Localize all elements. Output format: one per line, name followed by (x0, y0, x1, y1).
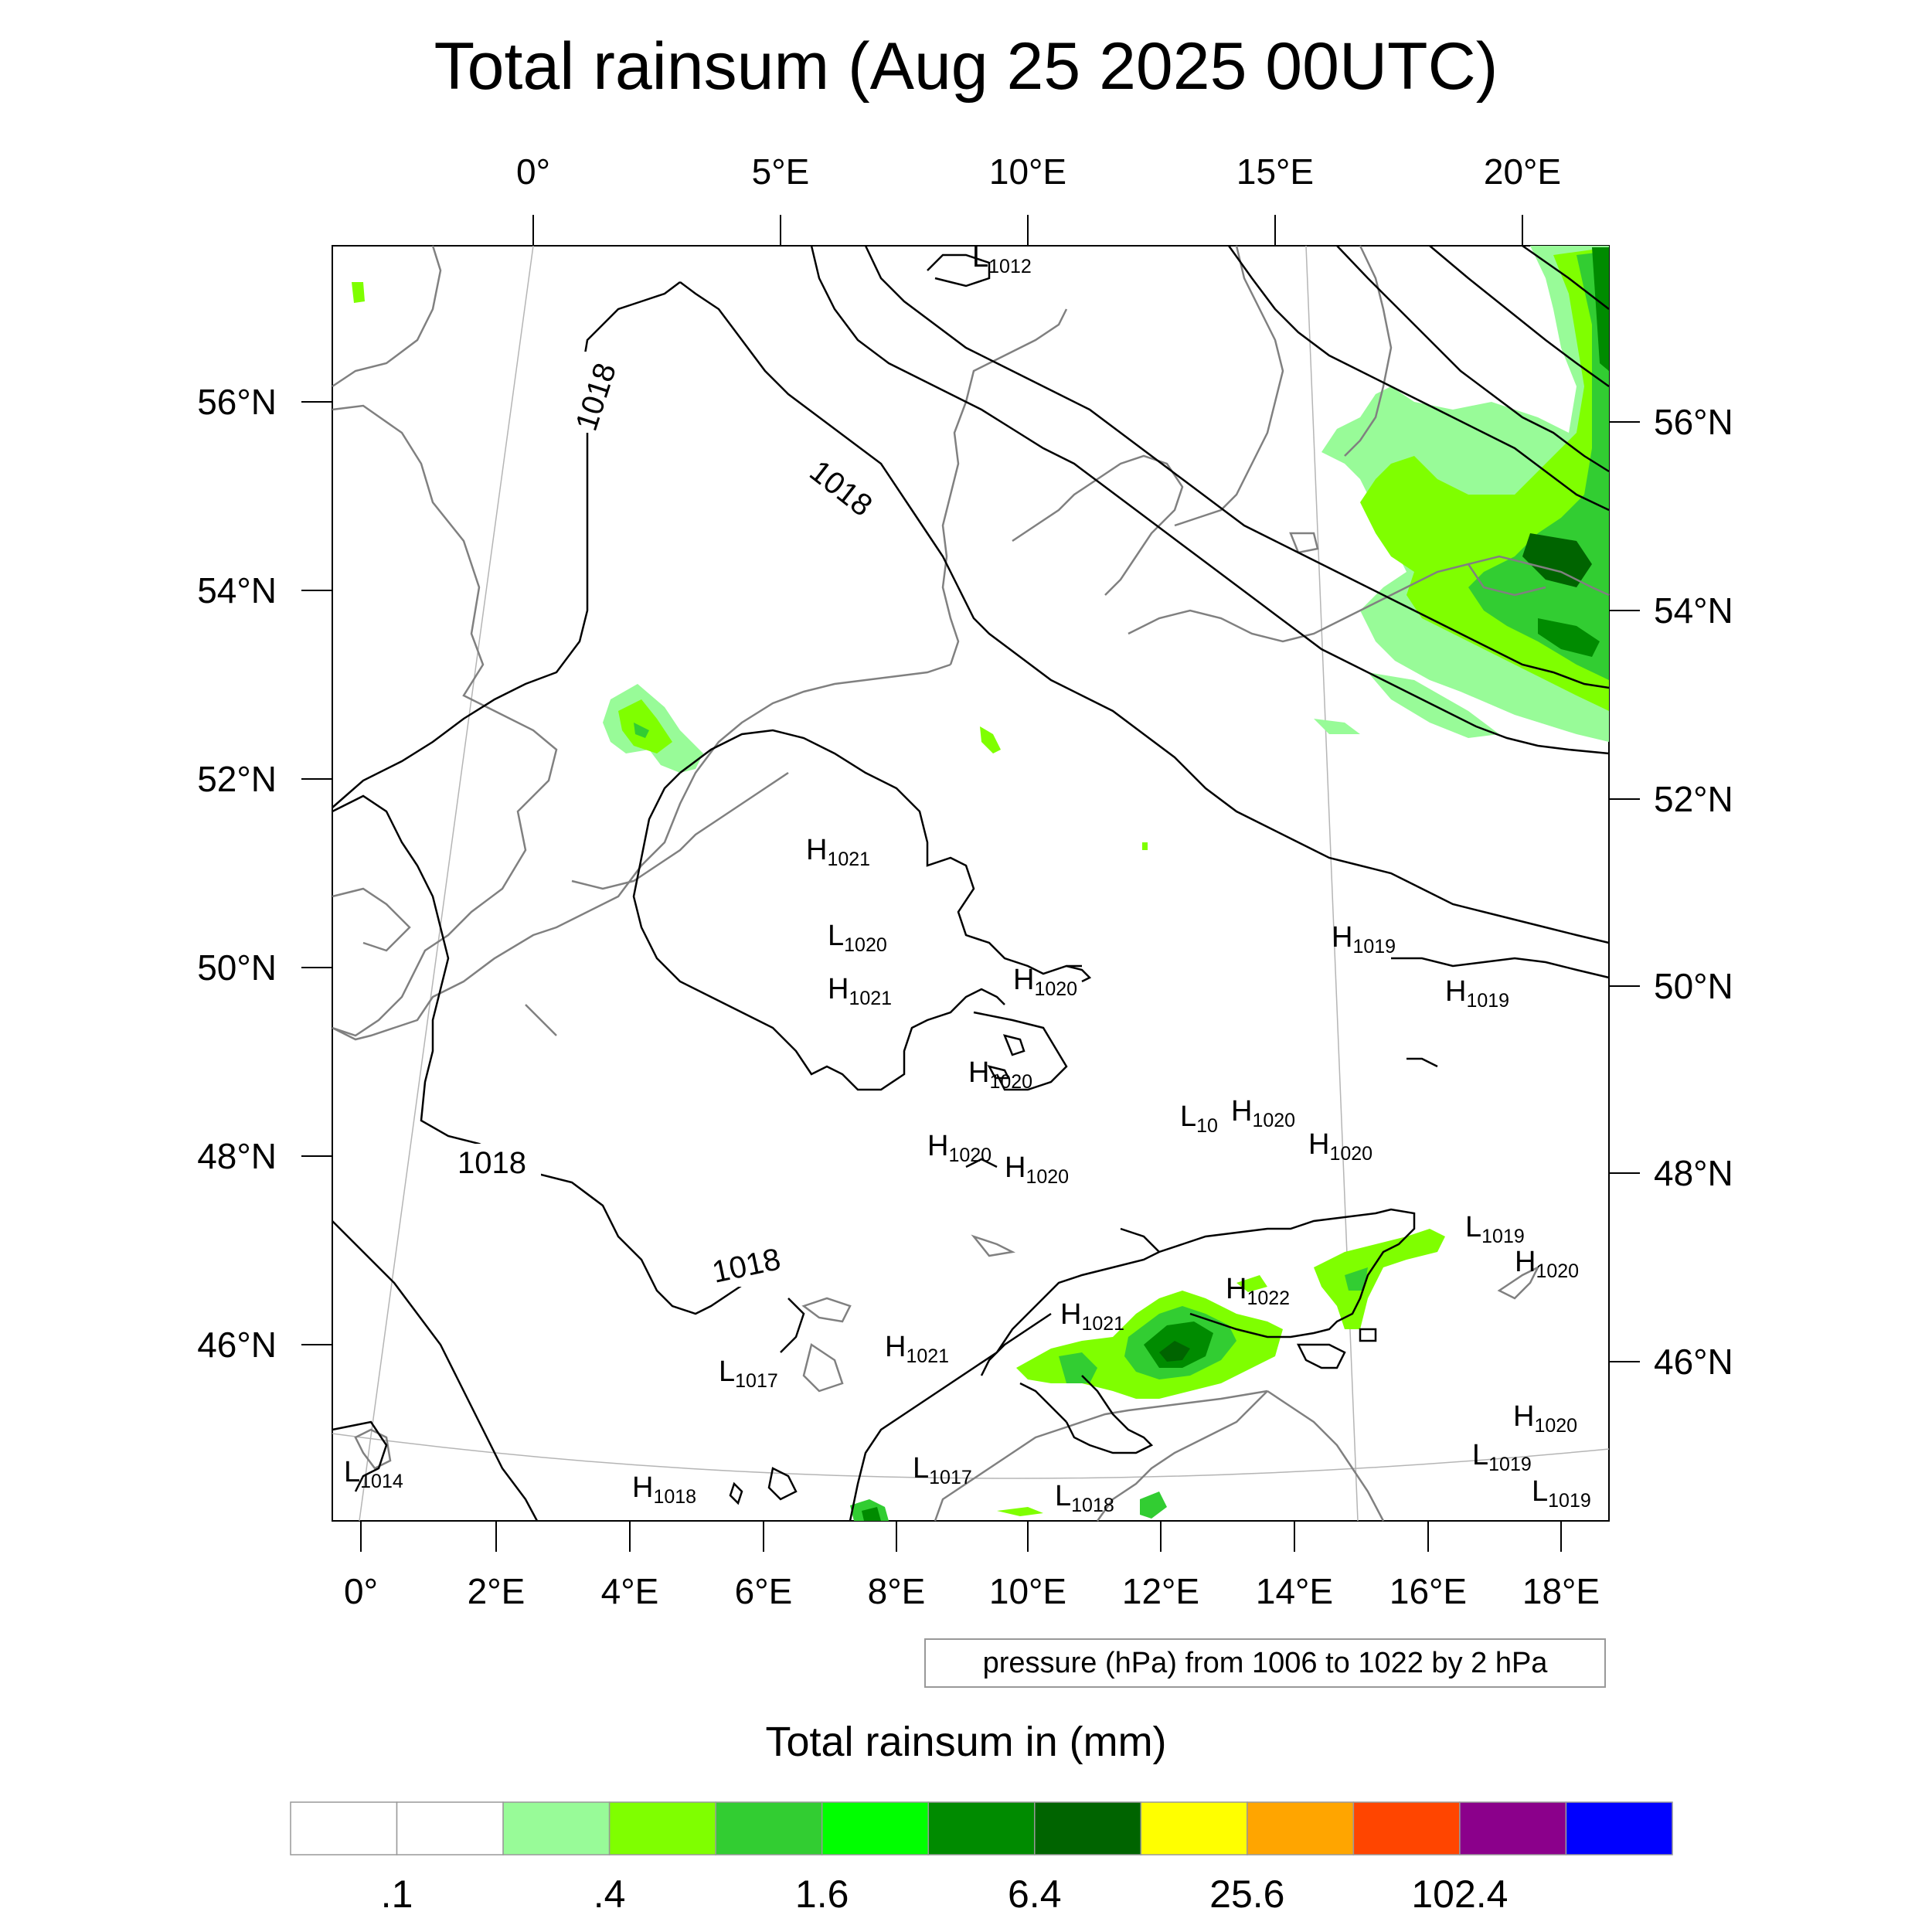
pressure-center-label: L1012 (972, 241, 1032, 277)
colorbar-title: Total rainsum in (mm) (765, 1719, 1167, 1765)
pressure-center-label: H1020 (1013, 964, 1077, 1000)
lat-right-label: 48°N (1654, 1153, 1733, 1193)
pressure-center-label: H1022 (1226, 1273, 1290, 1309)
lat-left-label: 50°N (197, 947, 277, 988)
pressure-center-label: L1014 (344, 1456, 403, 1492)
colorbar-swatch (1565, 1801, 1673, 1855)
colorbar-label: 1.6 (795, 1872, 849, 1916)
lon-top-label: 0° (516, 151, 550, 192)
colorbar-label: 102.4 (1411, 1872, 1508, 1916)
colorbar-swatch (608, 1801, 716, 1855)
pressure-center-label: H1020 (927, 1130, 992, 1166)
lat-right-label: 50°N (1654, 966, 1733, 1006)
lon-bottom-label: 10°E (989, 1571, 1066, 1611)
isobar-1018-center (679, 281, 1610, 944)
lon-bottom-label: 2°E (468, 1571, 526, 1611)
lon-top-label: 20°E (1484, 151, 1561, 192)
colorbar-swatch (821, 1801, 929, 1855)
pressure-center-label: H1020 (1515, 1246, 1579, 1282)
colorbar-label: 25.6 (1209, 1872, 1284, 1916)
lon-bottom-label: 14°E (1256, 1571, 1333, 1611)
pressure-center-label: H1020 (1005, 1151, 1069, 1188)
lon-bottom-label: 6°E (735, 1571, 793, 1611)
lat-right-label: 56°N (1654, 402, 1733, 442)
axis-labels: 0° 5°E 10°E 15°E 20°E 0° 2°E 4°E 6°E 8°E… (197, 151, 1733, 1611)
colorbar-label: .1 (381, 1872, 413, 1916)
pressure-center-label: L10 (1180, 1100, 1218, 1137)
pressure-center-label: L1019 (1472, 1439, 1532, 1475)
lat-left-label: 54°N (197, 570, 277, 611)
colorbar-swatch (290, 1801, 398, 1855)
pressure-center-label: H1020 (1513, 1400, 1577, 1437)
lat-left-label: 56°N (197, 382, 277, 422)
pressure-center-label: L1020 (828, 920, 887, 956)
lat-right-label: 54°N (1654, 590, 1733, 631)
lat-left-label: 52°N (197, 759, 277, 799)
contour-label-1018-c: 1018 (457, 1146, 526, 1180)
lon-bottom-label: 12°E (1122, 1571, 1199, 1611)
colorbar-swatch (1247, 1801, 1355, 1855)
lon-bottom-label: 0° (344, 1571, 378, 1611)
lat-right-label: 52°N (1654, 779, 1733, 819)
lon-top-label: 15°E (1236, 151, 1314, 192)
isobars (332, 244, 1610, 1522)
pressure-center-label: H1019 (1332, 921, 1396, 957)
lon-top-label: 10°E (989, 151, 1066, 192)
lat-left-label: 46°N (197, 1325, 277, 1365)
pressure-center-label: L1017 (719, 1355, 778, 1392)
lon-bottom-label: 8°E (868, 1571, 926, 1611)
pressure-center-label: L1019 (1465, 1211, 1525, 1247)
colorbar-swatch (715, 1801, 823, 1855)
isobar-1018-high (679, 729, 1082, 975)
lat-left-label: 48°N (197, 1136, 277, 1176)
colorbar-label: .4 (594, 1872, 626, 1916)
contour-labels: 1018 1018 1018 1018 (456, 352, 879, 1290)
colorbar-swatch (502, 1801, 611, 1855)
pressure-center-label: H1020 (1308, 1128, 1372, 1165)
map-title: Total rainsum (Aug 25 2025 00UTC) (434, 29, 1498, 104)
pressure-center-label: H1020 (968, 1056, 1032, 1093)
pressure-center-label: H1019 (1445, 975, 1509, 1012)
axis-ticks (301, 215, 1640, 1552)
lon-bottom-label: 18°E (1522, 1571, 1600, 1611)
pressure-center-label: L1019 (1532, 1475, 1591, 1512)
lat-right-label: 46°N (1654, 1342, 1733, 1382)
colorbar-swatch (1352, 1801, 1461, 1855)
pressure-centers: L1012 H1021 L1020 H1021 H1020 H1020 H101… (344, 241, 1591, 1516)
lon-bottom-label: 4°E (601, 1571, 659, 1611)
lon-top-label: 5°E (752, 151, 810, 192)
contour-info-box: pressure (hPa) from 1006 to 1022 by 2 hP… (924, 1638, 1606, 1688)
colorbar-swatch (1459, 1801, 1567, 1855)
isobar-1018-west (332, 281, 681, 808)
pressure-center-label: L1017 (913, 1452, 972, 1488)
colorbar-swatch (396, 1801, 504, 1855)
colorbar-swatch (1034, 1801, 1142, 1855)
pressure-center-label: H1020 (1231, 1095, 1295, 1131)
colorbar: .1 .4 1.6 6.4 25.6 102.4 (290, 1801, 1673, 1916)
pressure-center-label: H1018 (632, 1471, 696, 1508)
pressure-center-label: L1018 (1055, 1480, 1114, 1516)
pressure-center-label: H1021 (828, 973, 892, 1009)
colorbar-label: 6.4 (1008, 1872, 1062, 1916)
lon-bottom-label: 16°E (1389, 1571, 1467, 1611)
pressure-center-label: H1021 (885, 1331, 949, 1367)
pressure-center-label: H1021 (806, 834, 870, 870)
colorbar-swatch (927, 1801, 1036, 1855)
colorbar-swatch (1140, 1801, 1248, 1855)
pressure-center-label: H1021 (1060, 1298, 1124, 1335)
